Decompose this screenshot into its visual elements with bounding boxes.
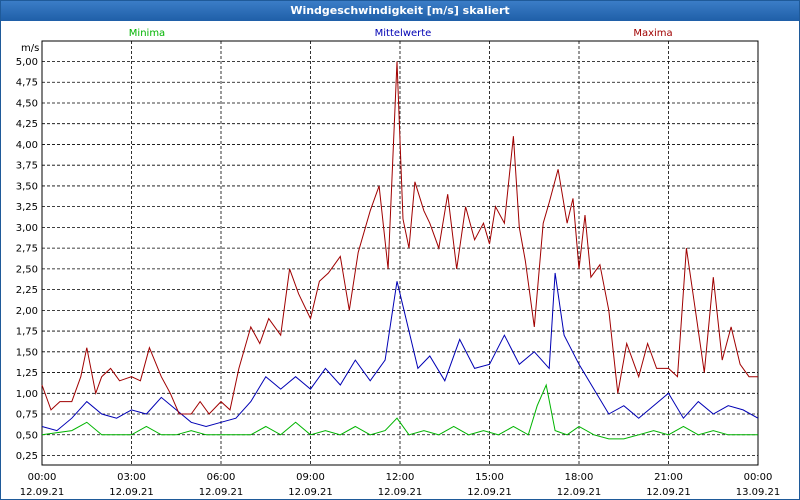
x-tick-date: 12.09.21 xyxy=(646,487,691,498)
y-tick-label: 4,25 xyxy=(16,119,38,130)
x-tick-time: 21:00 xyxy=(654,472,683,483)
y-tick-label: 2,50 xyxy=(16,264,38,275)
y-axis-label: m/s xyxy=(21,43,39,54)
y-tick-label: 1,25 xyxy=(16,368,38,379)
y-tick-label: 1,50 xyxy=(16,347,38,358)
x-tick-time: 00:00 xyxy=(28,472,57,483)
y-tick-label: 4,75 xyxy=(16,78,38,89)
legend-maxima: Maxima xyxy=(633,28,672,39)
y-tick-label: 0,75 xyxy=(16,410,38,421)
series-maxima-line xyxy=(41,61,758,415)
x-tick-time: 15:00 xyxy=(475,472,504,483)
series-minima-line xyxy=(41,383,758,440)
x-tick-time: 06:00 xyxy=(207,472,236,483)
y-tick-label: 1,00 xyxy=(16,389,38,400)
legend: Minima Mittelwerte Maxima xyxy=(129,28,673,39)
series-mittelwerte-line xyxy=(41,272,759,432)
x-tick-date: 12.09.21 xyxy=(199,487,244,498)
x-tick-date: 12.09.21 xyxy=(378,487,423,498)
x-tick-date: 12.09.21 xyxy=(20,487,65,498)
legend-mittelwerte: Mittelwerte xyxy=(375,28,432,39)
y-tick-label: 4,50 xyxy=(16,98,38,109)
y-tick-label: 1,75 xyxy=(16,327,38,338)
y-tick-label: 3,75 xyxy=(16,161,38,172)
x-tick-labels: 00:00 12.09.21 03:00 12.09.21 06:00 12.09.21 0… xyxy=(20,472,781,498)
x-tick-date: 12.09.21 xyxy=(557,487,602,498)
series-lines xyxy=(41,61,759,440)
chart-title: Windgeschwindigkeit [m/s] skaliert xyxy=(1,1,799,21)
y-tick-label: 2,25 xyxy=(16,285,38,296)
y-tick-label: 5,00 xyxy=(16,57,38,68)
y-tick-label: 0,25 xyxy=(16,451,38,462)
y-tick-label: 2,75 xyxy=(16,244,38,255)
y-tick-label: 3,00 xyxy=(16,223,38,234)
grid-lines xyxy=(42,41,758,465)
y-tick-labels: 0,25 0,50 0,75 1,00 1,25 1,50 1,75 2,00 2,25 2,50… xyxy=(16,57,38,462)
y-tick-label: 0,50 xyxy=(16,430,38,441)
legend-minima: Minima xyxy=(129,28,165,39)
y-tick-label: 4,00 xyxy=(16,140,38,151)
y-tick-label: 3,50 xyxy=(16,181,38,192)
x-tick-time: 12:00 xyxy=(386,472,415,483)
y-tick-label: 3,25 xyxy=(16,202,38,213)
x-tick-date: 13.09.21 xyxy=(736,487,781,498)
x-tick-time: 03:00 xyxy=(117,472,146,483)
x-tick-date: 12.09.21 xyxy=(288,487,333,498)
x-tick-date: 12.09.21 xyxy=(467,487,512,498)
y-tick-label: 2,00 xyxy=(16,306,38,317)
x-tick-date: 12.09.21 xyxy=(109,487,154,498)
x-tick-time: 09:00 xyxy=(296,472,325,483)
x-tick-time: 18:00 xyxy=(565,472,594,483)
x-tick-time: 00:00 xyxy=(744,472,773,483)
